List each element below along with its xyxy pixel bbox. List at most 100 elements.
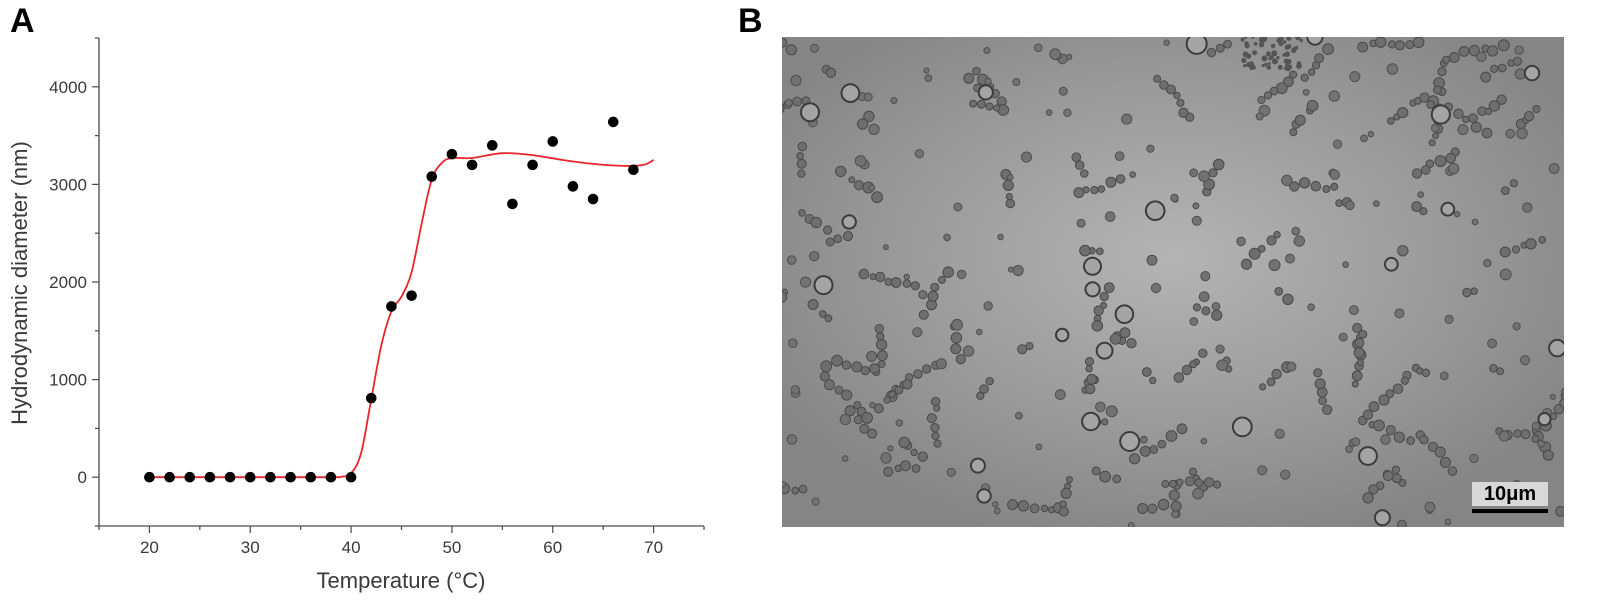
droplet — [902, 279, 912, 288]
droplet — [1400, 376, 1410, 385]
droplet — [1442, 55, 1451, 64]
droplet — [1348, 305, 1359, 316]
droplet — [1345, 200, 1355, 211]
droplet — [1129, 453, 1141, 465]
droplet — [1314, 53, 1325, 64]
droplet — [1447, 466, 1458, 476]
droplet — [1040, 504, 1049, 513]
droplet — [1063, 108, 1072, 118]
droplet — [976, 328, 983, 336]
droplet — [831, 354, 843, 367]
droplet — [1419, 207, 1428, 216]
droplet — [848, 176, 856, 184]
droplet — [898, 436, 911, 449]
data-point — [325, 471, 337, 483]
droplet — [1157, 439, 1167, 449]
droplet — [1382, 470, 1394, 482]
droplet — [1433, 85, 1442, 95]
panel-label-a: A — [10, 2, 35, 40]
y-tick-label: 1000 — [49, 371, 87, 390]
droplet — [1090, 185, 1099, 195]
droplet — [942, 266, 954, 278]
droplet-cluster-dot — [1284, 66, 1288, 71]
data-point — [386, 301, 397, 312]
droplet — [946, 467, 956, 477]
droplet — [1306, 99, 1319, 112]
droplet — [1387, 40, 1397, 49]
droplet — [1194, 478, 1204, 488]
droplet — [869, 402, 876, 409]
droplet — [853, 180, 865, 191]
droplet — [861, 412, 873, 424]
droplet — [1060, 487, 1072, 499]
x-tick-label: 40 — [342, 538, 361, 557]
droplet — [1161, 479, 1170, 488]
droplet — [1426, 100, 1435, 109]
droplet — [1531, 421, 1541, 431]
droplet-cluster-dot — [1251, 37, 1255, 39]
droplet — [880, 452, 892, 464]
droplet — [823, 225, 833, 235]
droplet — [900, 460, 911, 472]
droplet — [1273, 230, 1281, 239]
droplet — [1430, 123, 1440, 133]
droplet — [797, 141, 808, 152]
large-droplet — [1373, 509, 1391, 527]
droplet — [1269, 86, 1279, 96]
droplet — [1178, 107, 1189, 118]
droplet — [1471, 218, 1479, 226]
micrograph-image: 10μm — [782, 37, 1564, 527]
droplet — [1200, 437, 1208, 445]
droplet — [1058, 506, 1069, 517]
droplet — [1168, 479, 1177, 488]
droplet — [1427, 441, 1439, 452]
droplet — [979, 384, 989, 394]
droplet — [1099, 291, 1109, 302]
droplet — [1140, 435, 1148, 444]
droplet — [1206, 47, 1217, 58]
droplet — [1109, 333, 1122, 345]
droplet-cluster-dot — [1286, 37, 1292, 41]
droplet — [943, 233, 951, 242]
droplet — [786, 255, 797, 265]
large-droplet — [1231, 416, 1253, 438]
droplet — [1444, 518, 1452, 526]
droplet — [993, 507, 1001, 515]
droplet — [1512, 322, 1521, 331]
droplet-cluster-dot — [1249, 65, 1254, 71]
droplet — [1310, 180, 1322, 192]
droplet — [1437, 66, 1447, 77]
data-point — [486, 140, 498, 151]
scatter-chart: 20 30 40 50 60 70 0 1000 2000 3000 4000 Temperatur… — [7, 37, 705, 593]
droplet — [1095, 247, 1104, 256]
droplet — [1499, 268, 1512, 281]
droplet — [911, 464, 921, 473]
data-point — [466, 159, 478, 171]
droplet — [1353, 347, 1365, 359]
droplet-cluster-dot — [1271, 50, 1278, 57]
droplet — [1119, 327, 1131, 339]
droplet — [854, 155, 867, 167]
droplet — [1073, 187, 1085, 199]
large-droplet — [977, 84, 994, 101]
droplet — [882, 244, 889, 251]
droplet — [1266, 235, 1277, 246]
droplet — [1434, 155, 1447, 168]
droplet — [1375, 37, 1387, 48]
large-droplet — [1095, 341, 1114, 360]
droplet-cluster-dot — [1276, 55, 1280, 60]
droplet — [1059, 500, 1068, 509]
droplet — [1489, 364, 1498, 373]
droplet — [918, 309, 929, 320]
droplet — [1419, 435, 1429, 445]
droplet — [1411, 168, 1423, 179]
droplet — [1500, 186, 1510, 196]
droplet — [1074, 160, 1085, 170]
droplet — [1338, 332, 1348, 342]
data-point — [164, 471, 175, 483]
data-point — [204, 471, 216, 483]
large-droplet — [1523, 64, 1541, 82]
droplet — [1462, 287, 1472, 298]
droplet — [1223, 39, 1233, 49]
droplet — [1537, 439, 1545, 448]
